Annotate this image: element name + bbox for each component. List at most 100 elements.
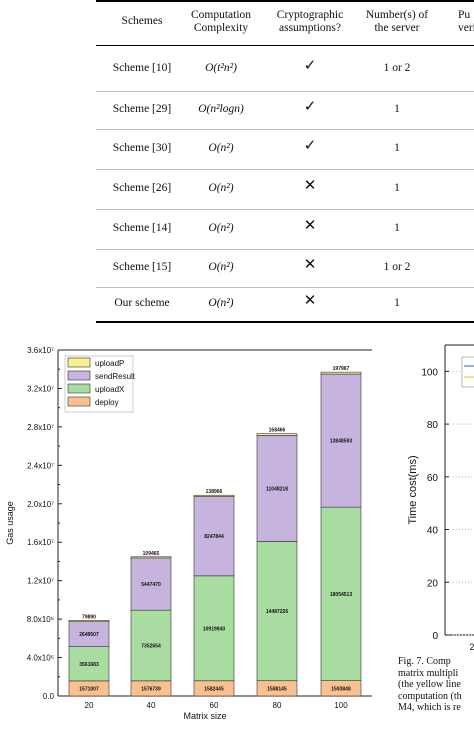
bar-segment-uploadX: [256, 541, 298, 682]
x-tick-label: 20: [85, 701, 94, 710]
scheme-name: Our scheme: [114, 297, 170, 309]
x-tick-label: 60: [210, 701, 219, 710]
header-schemes: Schemes: [96, 15, 188, 28]
y-tick-label: 3.2x10⁷: [27, 384, 54, 393]
complexity-value: O(t²n²): [205, 61, 237, 74]
bar-value-label: 2649507: [79, 632, 99, 638]
header-servers-line1: Number(s) of: [365, 9, 429, 21]
header-assumptions-line1: Cryptographic: [276, 9, 344, 21]
header-assumptions-line2: assumptions?: [279, 22, 341, 34]
bar-value-label: 7352654: [141, 644, 161, 650]
bar-segment-sendResult: [68, 620, 110, 647]
cross-icon: ✕: [303, 218, 317, 234]
line-x-tick-partial: 2: [469, 642, 474, 652]
bar-value-label: 109465: [143, 551, 160, 557]
bar-segment-sendResult: [193, 496, 235, 577]
row-divider: [96, 209, 474, 210]
server-count: 1: [394, 142, 400, 154]
scheme-name: Scheme [10]: [112, 61, 172, 74]
figure-caption: Fig. 7. Comp matrix multipli (the yellow…: [398, 656, 474, 714]
bar-value-label: 197967: [333, 366, 350, 372]
check-icon: ✓: [303, 99, 317, 115]
bar-value-label: 1588145: [267, 686, 287, 692]
caption-line-2: matrix multipli: [398, 667, 459, 679]
bar-value-label: 3561683: [79, 662, 99, 668]
y-tick-label: 2.0x10⁷: [27, 500, 54, 509]
server-count: 1: [394, 222, 400, 234]
bar-segment-uploadP: [68, 620, 110, 622]
table-bottom-rule: [96, 321, 474, 323]
legend-label-uploadX: uploadX: [95, 385, 125, 394]
line-y-tick-label: 100: [421, 367, 438, 378]
legend-swatch-uploadX: [67, 383, 91, 394]
header-complexity: Computation Complexity: [178, 9, 264, 35]
bar-value-label: 1576739: [141, 686, 161, 692]
bar-segment-uploadX: [193, 575, 235, 682]
line-y-axis-title: Time cost(ms): [407, 455, 419, 524]
row-divider: [96, 91, 474, 92]
y-tick-label: 8.0x10⁶: [27, 615, 54, 624]
legend-swatch-deploy: [67, 396, 91, 407]
header-schemes-line1: Schemes: [121, 15, 163, 27]
x-tick-label: 80: [273, 701, 282, 710]
y-tick-label: 4.0x10⁶: [27, 654, 54, 663]
table-header-rule: [96, 45, 474, 46]
header-complexity-line1: Computation: [190, 9, 252, 21]
bar-segment-uploadP: [256, 433, 298, 436]
cross-icon: ✕: [303, 293, 317, 309]
complexity-value: O(n²): [208, 142, 234, 154]
header-public-line1: Pu: [458, 9, 471, 21]
server-count: 1 or 2: [383, 261, 411, 273]
bar-chart-marks: 1571007 3561683 2649507 79890 1576739 7352654…: [68, 366, 362, 697]
line-legend-box: [461, 356, 474, 388]
line-y-tick-label: 60: [427, 473, 439, 484]
bar-value-label: 8247844: [204, 534, 224, 540]
bar-segment-sendResult: [256, 435, 298, 542]
header-complexity-line2: Complexity: [193, 22, 249, 34]
legend-label-deploy: deploy: [95, 398, 119, 407]
legend-swatch-uploadP: [67, 357, 91, 368]
y-tick-label: 3.6x10⁷: [27, 346, 54, 355]
bar-value-label: 138966: [206, 489, 223, 495]
header-servers: Number(s) of the server: [356, 9, 438, 35]
time-cost-axes: 0 20 40 60 80 100 Time cost(ms) 2: [407, 344, 474, 652]
complexity-value: O(n²logn): [198, 103, 244, 115]
scheme-name: Scheme [15]: [112, 261, 172, 273]
line-y-tick-label: 20: [427, 578, 439, 589]
x-axis-title: Matrix size: [183, 711, 226, 721]
line-y-tick-label: 40: [427, 526, 439, 537]
caption-line-3: (the yellow line: [398, 679, 461, 690]
server-count: 1: [394, 103, 400, 115]
complexity-value: O(n²): [208, 261, 234, 273]
cross-icon: ✕: [303, 178, 317, 194]
bar-value-label: 1571007: [79, 686, 99, 692]
server-count: 1: [394, 297, 400, 309]
y-axis-title: Gas usage: [5, 501, 15, 545]
scheme-name: Scheme [26]: [112, 182, 172, 194]
bar-value-label: 11048218: [266, 486, 288, 492]
caption-line-4: computation (th: [398, 690, 462, 702]
legend-label-uploadP: uploadP: [95, 359, 124, 368]
scheme-name: Scheme [30]: [112, 142, 172, 154]
bar-segment-uploadP: [130, 556, 172, 559]
header-assumptions: Cryptographic assumptions?: [264, 9, 356, 35]
legend-swatch-sendResult: [67, 370, 91, 381]
bar-value-label: 1593848: [331, 686, 351, 692]
complexity-value: O(n²): [208, 222, 234, 234]
line-y-tick-label: 80: [427, 420, 439, 431]
bar-value-label: 10919940: [203, 626, 225, 632]
bar-segment-sendResult: [320, 373, 362, 508]
y-tick-label: 2.4x10⁷: [27, 461, 54, 470]
table-top-rule: [96, 0, 474, 2]
y-tick-label: 1.2x10⁷: [27, 577, 54, 586]
caption-line-5: M4, which is re: [398, 702, 461, 713]
y-tick-label: 2.8x10⁷: [27, 423, 54, 432]
bar-value-label: 5447470: [141, 582, 161, 588]
bar-segment-uploadP: [193, 494, 235, 497]
check-icon: ✓: [303, 57, 317, 74]
scheme-name: Scheme [14]: [112, 222, 172, 234]
complexity-value: O(n²): [208, 297, 234, 309]
bar-value-label: 14487226: [266, 609, 288, 615]
bar-value-label: 18054513: [330, 592, 352, 598]
y-tick-label: 1.6x10⁷: [27, 538, 54, 547]
